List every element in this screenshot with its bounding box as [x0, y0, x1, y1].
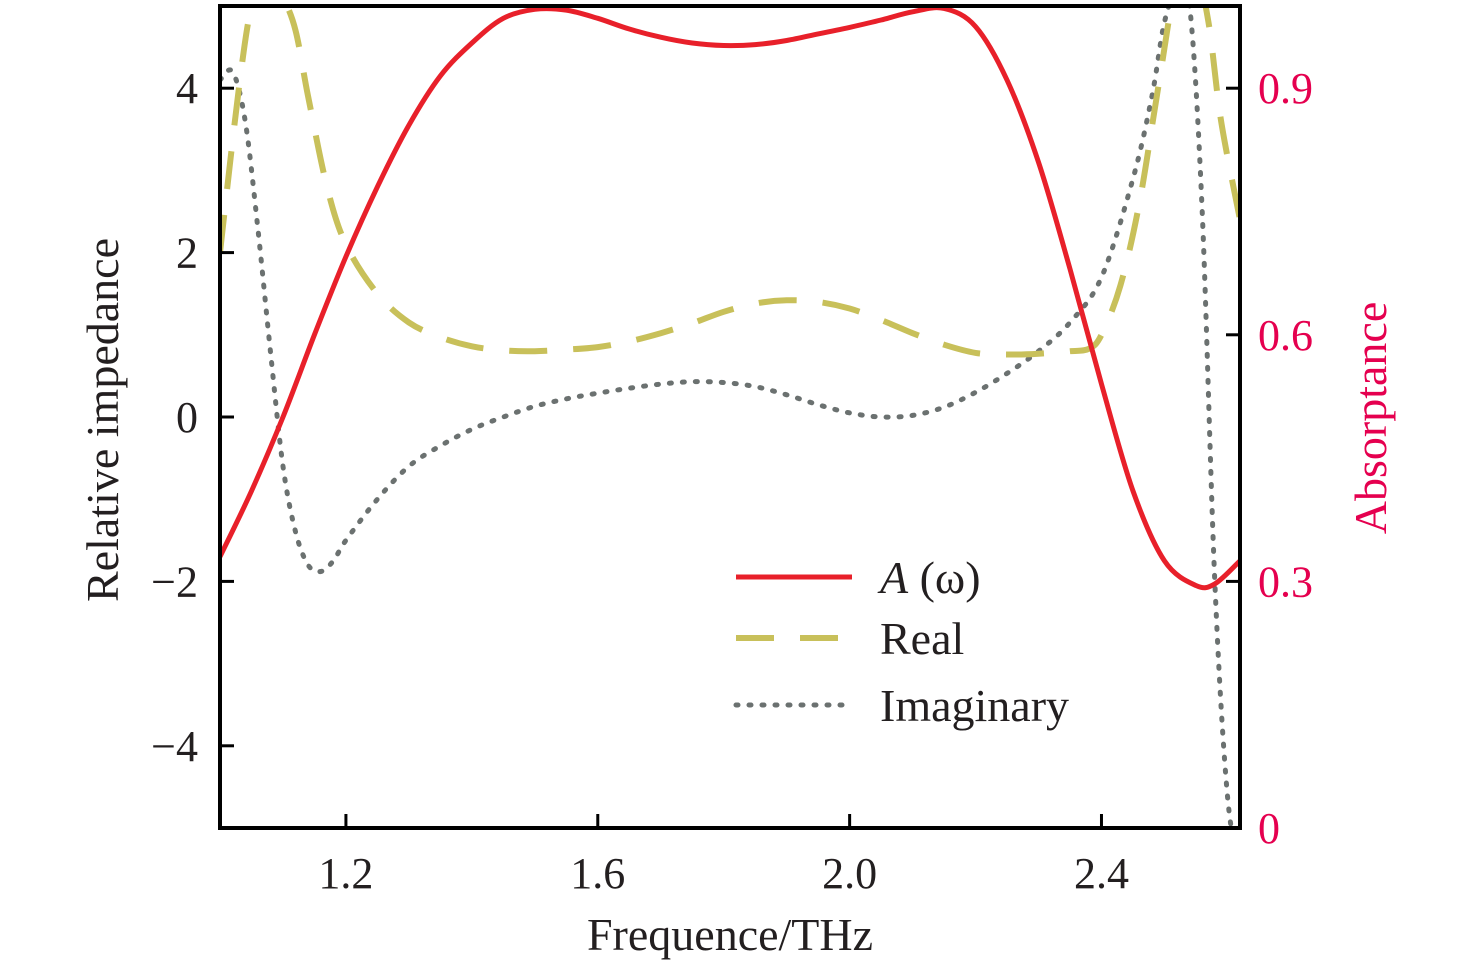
y-left-tick-label: 0 — [176, 393, 198, 442]
series-line-imaginary — [220, 6, 1234, 828]
y-right-tick-label: 0 — [1258, 804, 1280, 853]
legend-label: Imaginary — [880, 680, 1069, 731]
legend: A (ω) Real Imaginary — [733, 552, 1069, 731]
x-tick-label: 1.6 — [570, 849, 625, 898]
y-axis-label-right: Absorptance — [1345, 302, 1396, 534]
y-left-tick-label: 4 — [176, 64, 198, 113]
y-left-tick-label: 2 — [176, 229, 198, 278]
series-line-real — [220, 6, 1240, 358]
ticks-layer: 1.2 1.6 2.0 2.4 4 2 0 −2 −4 0.9 0.6 0.3 0 — [151, 64, 1313, 898]
y-right-tick-label: 0.9 — [1258, 64, 1313, 113]
x-tick-label: 2.4 — [1074, 849, 1129, 898]
x-tick-label: 2.0 — [822, 849, 877, 898]
legend-label: A (ω) — [877, 552, 981, 603]
y-axis-label-left: Relative impedance — [77, 238, 128, 602]
series-line-a — [220, 6, 1240, 591]
plot-frame — [218, 4, 1242, 830]
legend-label: Real — [880, 613, 964, 664]
y-right-tick-label: 0.3 — [1258, 557, 1313, 606]
x-tick-label: 1.2 — [318, 849, 373, 898]
series-layer — [220, 6, 1240, 828]
x-axis-label: Frequence/THz — [587, 909, 873, 960]
y-left-tick-label: −2 — [151, 557, 198, 606]
y-right-tick-label: 0.6 — [1258, 311, 1313, 360]
y-left-tick-label: −4 — [151, 722, 198, 771]
